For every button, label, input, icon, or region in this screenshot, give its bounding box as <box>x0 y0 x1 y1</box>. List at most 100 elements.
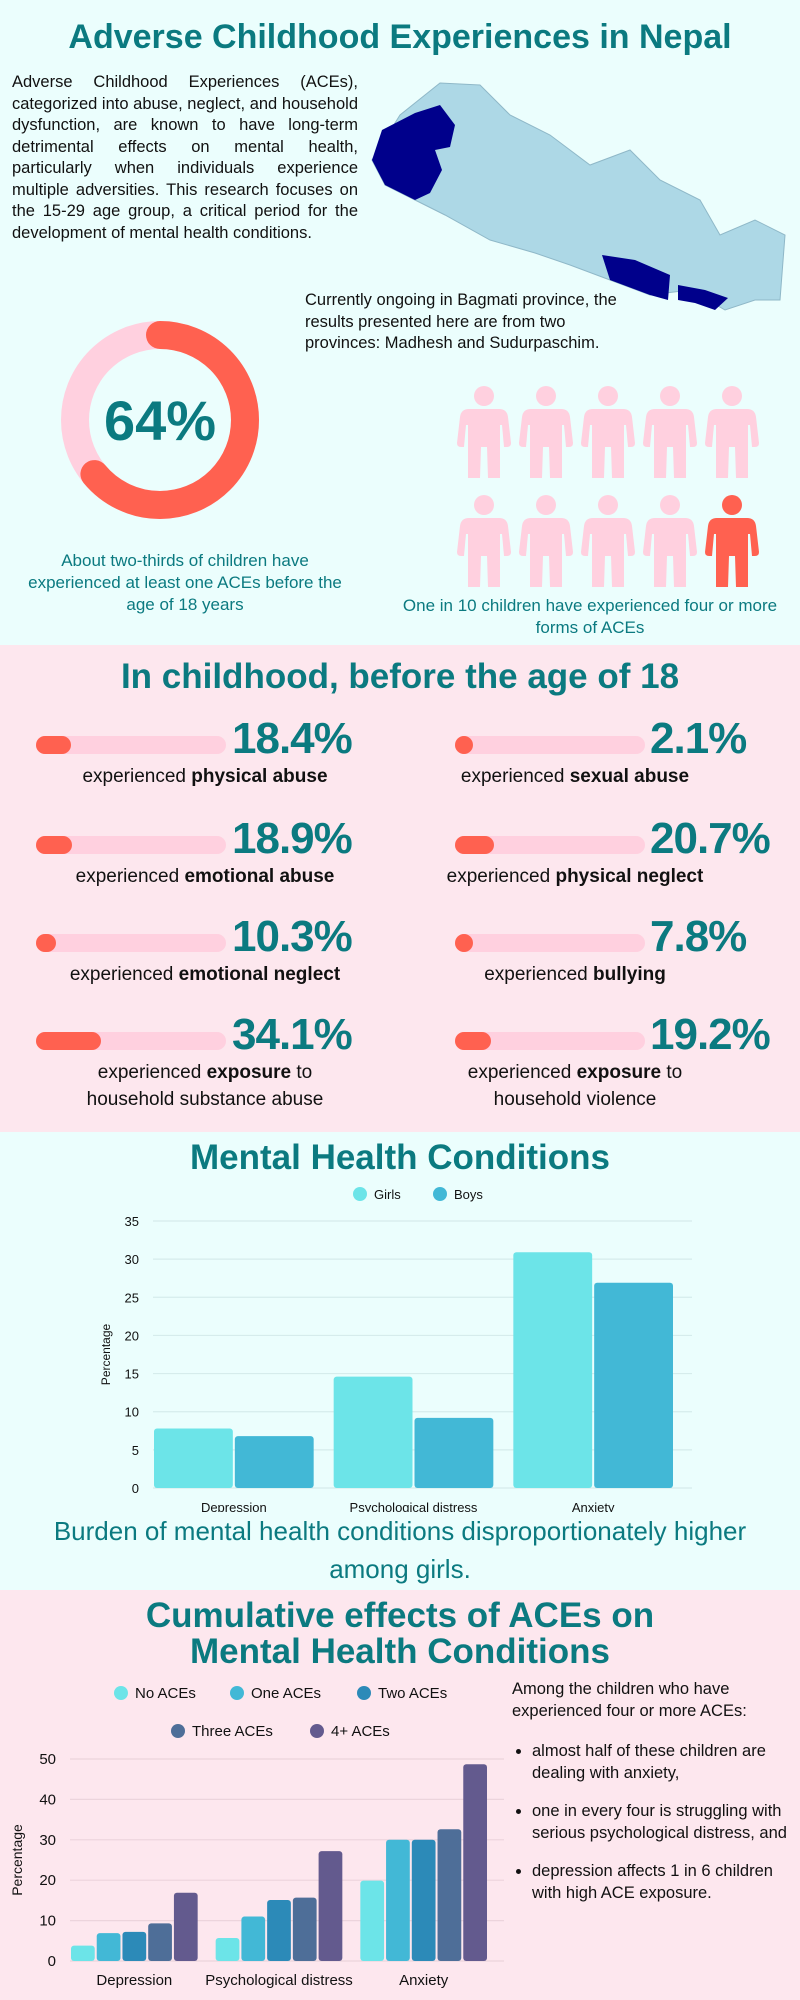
stat-value: 2.1% <box>650 714 747 763</box>
bar-two-aces <box>122 1931 147 1961</box>
cumulative-section: Cumulative effects of ACEs on Mental Hea… <box>0 1590 800 2000</box>
nepal-map <box>371 82 786 311</box>
y-tick-label: 5 <box>132 1443 139 1458</box>
stat-label: experienced sexual abuse <box>460 766 690 787</box>
mental-caption: Burden of mental health conditions dispr… <box>53 1516 747 1584</box>
legend-label: Girls <box>374 1187 401 1202</box>
stat-bar-fill <box>36 736 71 754</box>
stat-bar <box>455 736 645 754</box>
cumulative-heading-2: Mental Health Conditions <box>190 1632 610 1671</box>
mental-heading: Mental Health Conditions <box>190 1138 610 1177</box>
stat-bar <box>455 934 645 952</box>
stat-value: 10.3% <box>232 912 353 961</box>
bar-two-aces <box>411 1839 436 1961</box>
stat-label: experienced exposure to household substa… <box>86 1062 324 1110</box>
legend-label: Boys <box>454 1187 483 1202</box>
stat-label: experienced emotional abuse <box>75 866 335 887</box>
y-tick-label: 10 <box>125 1405 139 1420</box>
bar-girls <box>154 1428 233 1488</box>
x-tick-label: Psychological distress <box>350 1500 478 1512</box>
y-tick-label: 0 <box>132 1481 139 1496</box>
stat-value: 18.9% <box>232 814 353 863</box>
stat-bar-fill <box>36 1032 101 1050</box>
person-icon <box>581 495 635 587</box>
stat-bar-fill <box>36 836 72 854</box>
map-caption: Currently ongoing in Bagmati province, t… <box>305 291 617 352</box>
map-nepal-outline <box>371 82 786 311</box>
legend-label: One ACEs <box>251 1685 321 1702</box>
y-tick-label: 30 <box>125 1252 139 1267</box>
stat-bar <box>455 1032 645 1050</box>
y-axis-label: Percentage <box>9 1824 25 1896</box>
stat-bar <box>36 1032 226 1050</box>
stat-bar-fill <box>455 934 473 952</box>
legend-label: 4+ ACEs <box>331 1723 390 1740</box>
bar-one-aces <box>96 1933 121 1961</box>
bar-no-aces <box>215 1937 240 1961</box>
legend-swatch <box>310 1724 324 1738</box>
bullet-item: one in every four is struggling with ser… <box>532 1800 797 1844</box>
stat-value: 20.7% <box>650 814 771 863</box>
bullet-item: depression affects 1 in 6 children with … <box>532 1860 797 1904</box>
bar-boys <box>594 1282 673 1488</box>
intro-section: Adverse Childhood Experiences in Nepal A… <box>0 0 800 645</box>
map-madhesh <box>602 255 728 310</box>
person-icon <box>643 495 697 587</box>
stat-label: experienced exposure to household violen… <box>467 1062 683 1110</box>
y-tick-label: 50 <box>39 1751 56 1768</box>
stat-label: experienced physical abuse <box>82 766 328 787</box>
bar-three-aces <box>437 1829 462 1961</box>
stat-bar <box>36 836 226 854</box>
person-icon <box>457 386 511 478</box>
y-tick-label: 40 <box>39 1791 56 1808</box>
stat-label: experienced emotional neglect <box>69 964 341 985</box>
stat-value: 19.2% <box>650 1010 771 1059</box>
bullet-item: almost half of these children are dealin… <box>532 1740 797 1784</box>
bar-no-aces <box>71 1945 95 1961</box>
person-icon-highlighted <box>705 495 759 587</box>
bar-no-aces <box>360 1880 385 1961</box>
legend-swatch <box>114 1686 128 1700</box>
x-tick-label: Depression <box>201 1500 267 1512</box>
people-caption: One in 10 children have experienced four… <box>402 596 778 637</box>
y-tick-label: 10 <box>39 1913 56 1930</box>
donut-value: 64% <box>103 389 217 452</box>
stat-bar <box>36 934 226 952</box>
cumulative-notes: Among the children who have experienced … <box>512 1678 797 1920</box>
stat-value: 34.1% <box>232 1010 353 1059</box>
stat-value: 7.8% <box>650 912 747 961</box>
stat-label: experienced physical neglect <box>446 866 704 887</box>
legend-label: Three ACEs <box>192 1723 273 1740</box>
legend-swatch <box>171 1724 185 1738</box>
stat-bar <box>36 736 226 754</box>
bar-one-aces <box>241 1916 266 1961</box>
person-icon <box>581 386 635 478</box>
map-sudurpaschim <box>372 105 455 200</box>
bar-boys <box>414 1417 494 1488</box>
stat-bar-fill <box>455 836 495 854</box>
cumulative-intro: Among the children who have experienced … <box>512 1680 747 1720</box>
y-tick-label: 15 <box>125 1367 139 1382</box>
x-tick-label: Anxiety <box>572 1500 615 1512</box>
person-icon <box>643 386 697 478</box>
y-tick-label: 25 <box>125 1290 139 1305</box>
bar-three-aces <box>292 1897 317 1961</box>
bar-girls <box>513 1252 593 1488</box>
person-icon <box>705 386 759 478</box>
person-icon <box>519 495 573 587</box>
bar-4-aces <box>173 1892 198 1961</box>
mental-health-chart: 0 5 10 15 20 25 30 35 Percentage Depression Psycho… <box>99 1187 692 1512</box>
stat-bar-fill <box>455 736 473 754</box>
y-axis-label: Percentage <box>99 1323 113 1385</box>
person-icon <box>519 386 573 478</box>
y-tick-label: 0 <box>48 1953 56 1970</box>
y-tick-label: 30 <box>39 1832 56 1849</box>
stat-bar <box>455 836 645 854</box>
mental-health-section: Mental Health Conditions 0 5 10 15 20 25 30 35 P… <box>0 1132 800 1590</box>
stat-value: 18.4% <box>232 714 353 763</box>
stat-bar-fill <box>455 1032 492 1050</box>
x-tick-label: Psychological distress <box>205 1972 353 1989</box>
x-tick-label: Depression <box>96 1972 172 1989</box>
childhood-heading: In childhood, before the age of 18 <box>120 657 680 696</box>
bar-two-aces <box>267 1899 291 1961</box>
